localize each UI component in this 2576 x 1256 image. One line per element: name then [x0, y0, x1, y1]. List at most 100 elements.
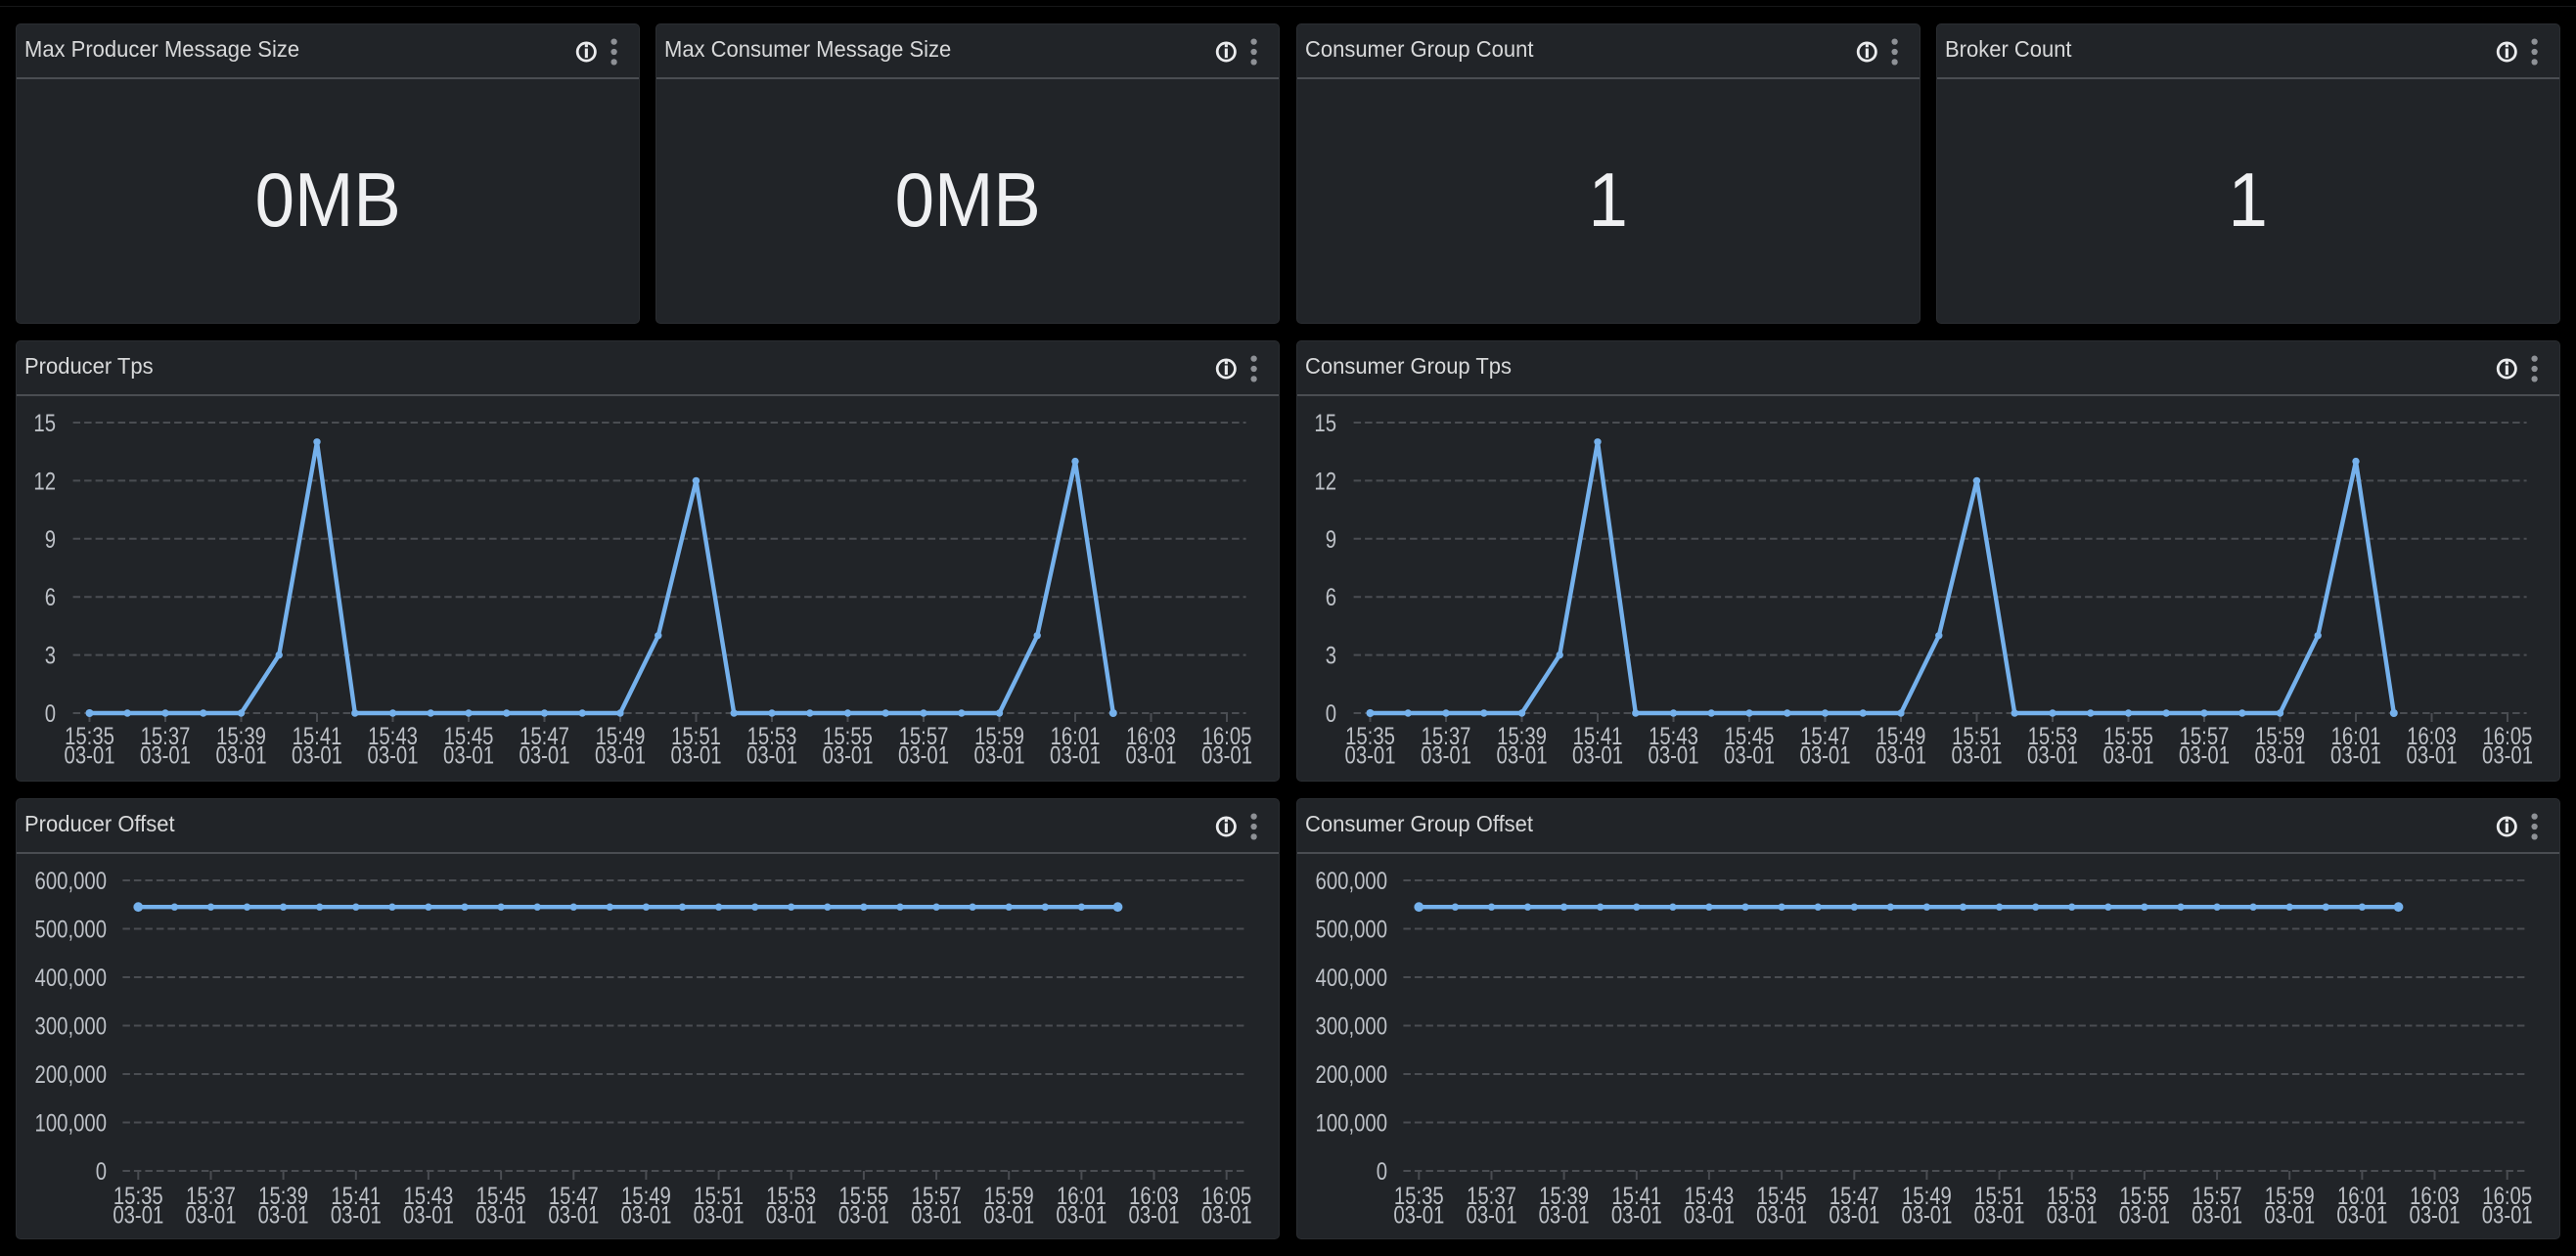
svg-text:03-01: 03-01: [2179, 740, 2230, 769]
svg-text:03-01: 03-01: [403, 1200, 454, 1229]
svg-text:600,000: 600,000: [1316, 867, 1387, 895]
svg-text:15:51: 15:51: [1952, 722, 2002, 750]
svg-text:03-01: 03-01: [1974, 1200, 2025, 1229]
svg-text:15:37: 15:37: [1467, 1182, 1516, 1210]
svg-text:15:49: 15:49: [1902, 1182, 1952, 1210]
svg-text:16:01: 16:01: [2331, 722, 2381, 750]
svg-text:15:43: 15:43: [1684, 1182, 1734, 1210]
svg-text:03-01: 03-01: [766, 1200, 817, 1229]
svg-text:03-01: 03-01: [1345, 740, 1396, 769]
svg-text:16:03: 16:03: [2410, 1182, 2460, 1210]
svg-text:03-01: 03-01: [2336, 1200, 2387, 1229]
svg-text:03-01: 03-01: [974, 740, 1025, 769]
svg-text:15:35: 15:35: [113, 1182, 163, 1210]
svg-text:16:05: 16:05: [1201, 1182, 1251, 1210]
svg-text:400,000: 400,000: [35, 964, 107, 992]
svg-text:15:59: 15:59: [984, 1182, 1034, 1210]
svg-text:600,000: 600,000: [35, 867, 107, 895]
svg-text:15:43: 15:43: [403, 1182, 453, 1210]
svg-text:16:01: 16:01: [2337, 1182, 2387, 1210]
svg-text:03-01: 03-01: [186, 1200, 237, 1229]
svg-text:03-01: 03-01: [694, 1200, 745, 1229]
svg-text:03-01: 03-01: [1649, 740, 1699, 769]
svg-text:03-01: 03-01: [746, 740, 797, 769]
svg-text:9: 9: [1326, 525, 1336, 554]
svg-text:15:53: 15:53: [747, 722, 797, 750]
svg-text:03-01: 03-01: [1201, 740, 1252, 769]
svg-text:15:39: 15:39: [216, 722, 266, 750]
svg-text:15:35: 15:35: [65, 722, 114, 750]
svg-text:03-01: 03-01: [2255, 740, 2306, 769]
svg-text:15:51: 15:51: [1974, 1182, 2024, 1210]
svg-text:16:01: 16:01: [1051, 722, 1101, 750]
svg-text:03-01: 03-01: [520, 740, 570, 769]
svg-text:15:47: 15:47: [520, 722, 569, 750]
svg-text:15:41: 15:41: [331, 1182, 381, 1210]
svg-text:15:45: 15:45: [444, 722, 494, 750]
svg-text:03-01: 03-01: [113, 1200, 163, 1229]
svg-text:16:03: 16:03: [1129, 1182, 1179, 1210]
svg-text:03-01: 03-01: [898, 740, 949, 769]
svg-text:15:51: 15:51: [694, 1182, 744, 1210]
svg-text:03-01: 03-01: [1901, 1200, 1952, 1229]
svg-text:15: 15: [33, 409, 56, 437]
svg-text:15:41: 15:41: [1573, 722, 1623, 750]
svg-text:03-01: 03-01: [2119, 1200, 2170, 1229]
svg-text:16:05: 16:05: [2482, 1182, 2532, 1210]
svg-text:03-01: 03-01: [823, 740, 874, 769]
svg-text:03-01: 03-01: [595, 740, 646, 769]
svg-text:03-01: 03-01: [1056, 1200, 1107, 1229]
svg-text:300,000: 300,000: [1316, 1011, 1387, 1040]
svg-text:15:59: 15:59: [2265, 1182, 2315, 1210]
svg-text:500,000: 500,000: [1316, 915, 1387, 943]
svg-text:15:37: 15:37: [141, 722, 191, 750]
svg-text:200,000: 200,000: [35, 1060, 107, 1089]
svg-text:03-01: 03-01: [65, 740, 115, 769]
svg-text:03-01: 03-01: [1393, 1200, 1444, 1229]
svg-text:03-01: 03-01: [2264, 1200, 2315, 1229]
svg-text:03-01: 03-01: [620, 1200, 671, 1229]
svg-text:03-01: 03-01: [292, 740, 342, 769]
svg-text:15:49: 15:49: [621, 1182, 671, 1210]
svg-text:15:53: 15:53: [2047, 1182, 2097, 1210]
svg-text:15:55: 15:55: [2103, 722, 2153, 750]
svg-text:03-01: 03-01: [671, 740, 722, 769]
svg-text:0: 0: [1326, 699, 1336, 728]
svg-text:200,000: 200,000: [1316, 1060, 1387, 1089]
svg-text:03-01: 03-01: [1497, 740, 1548, 769]
svg-text:15:41: 15:41: [1611, 1182, 1661, 1210]
svg-text:03-01: 03-01: [2192, 1200, 2242, 1229]
svg-text:15:43: 15:43: [1649, 722, 1698, 750]
svg-text:15:43: 15:43: [368, 722, 418, 750]
svg-text:03-01: 03-01: [1050, 740, 1101, 769]
svg-text:03-01: 03-01: [2047, 1200, 2098, 1229]
svg-text:03-01: 03-01: [1952, 740, 2003, 769]
svg-text:15:51: 15:51: [671, 722, 721, 750]
svg-text:15:53: 15:53: [2028, 722, 2078, 750]
svg-text:15:53: 15:53: [766, 1182, 816, 1210]
svg-text:03-01: 03-01: [1126, 740, 1177, 769]
svg-text:15:55: 15:55: [838, 1182, 888, 1210]
svg-text:400,000: 400,000: [1316, 964, 1387, 992]
svg-text:100,000: 100,000: [1316, 1108, 1387, 1137]
svg-text:15:45: 15:45: [1725, 722, 1775, 750]
svg-text:03-01: 03-01: [911, 1200, 962, 1229]
svg-text:15:57: 15:57: [2192, 1182, 2242, 1210]
svg-text:15:57: 15:57: [2180, 722, 2230, 750]
svg-text:03-01: 03-01: [443, 740, 494, 769]
svg-text:15:37: 15:37: [1422, 722, 1471, 750]
svg-text:15:49: 15:49: [1876, 722, 1926, 750]
svg-text:03-01: 03-01: [1611, 1200, 1662, 1229]
svg-text:15: 15: [1314, 409, 1336, 437]
svg-text:15:47: 15:47: [1830, 1182, 1879, 1210]
svg-text:15:57: 15:57: [912, 1182, 962, 1210]
svg-text:15:55: 15:55: [2119, 1182, 2169, 1210]
svg-text:03-01: 03-01: [2330, 740, 2381, 769]
svg-text:03-01: 03-01: [216, 740, 267, 769]
svg-text:15:47: 15:47: [1800, 722, 1850, 750]
svg-text:0: 0: [96, 1157, 107, 1186]
svg-text:03-01: 03-01: [368, 740, 419, 769]
svg-text:6: 6: [1326, 583, 1336, 611]
svg-text:15:41: 15:41: [293, 722, 342, 750]
svg-text:15:47: 15:47: [549, 1182, 599, 1210]
